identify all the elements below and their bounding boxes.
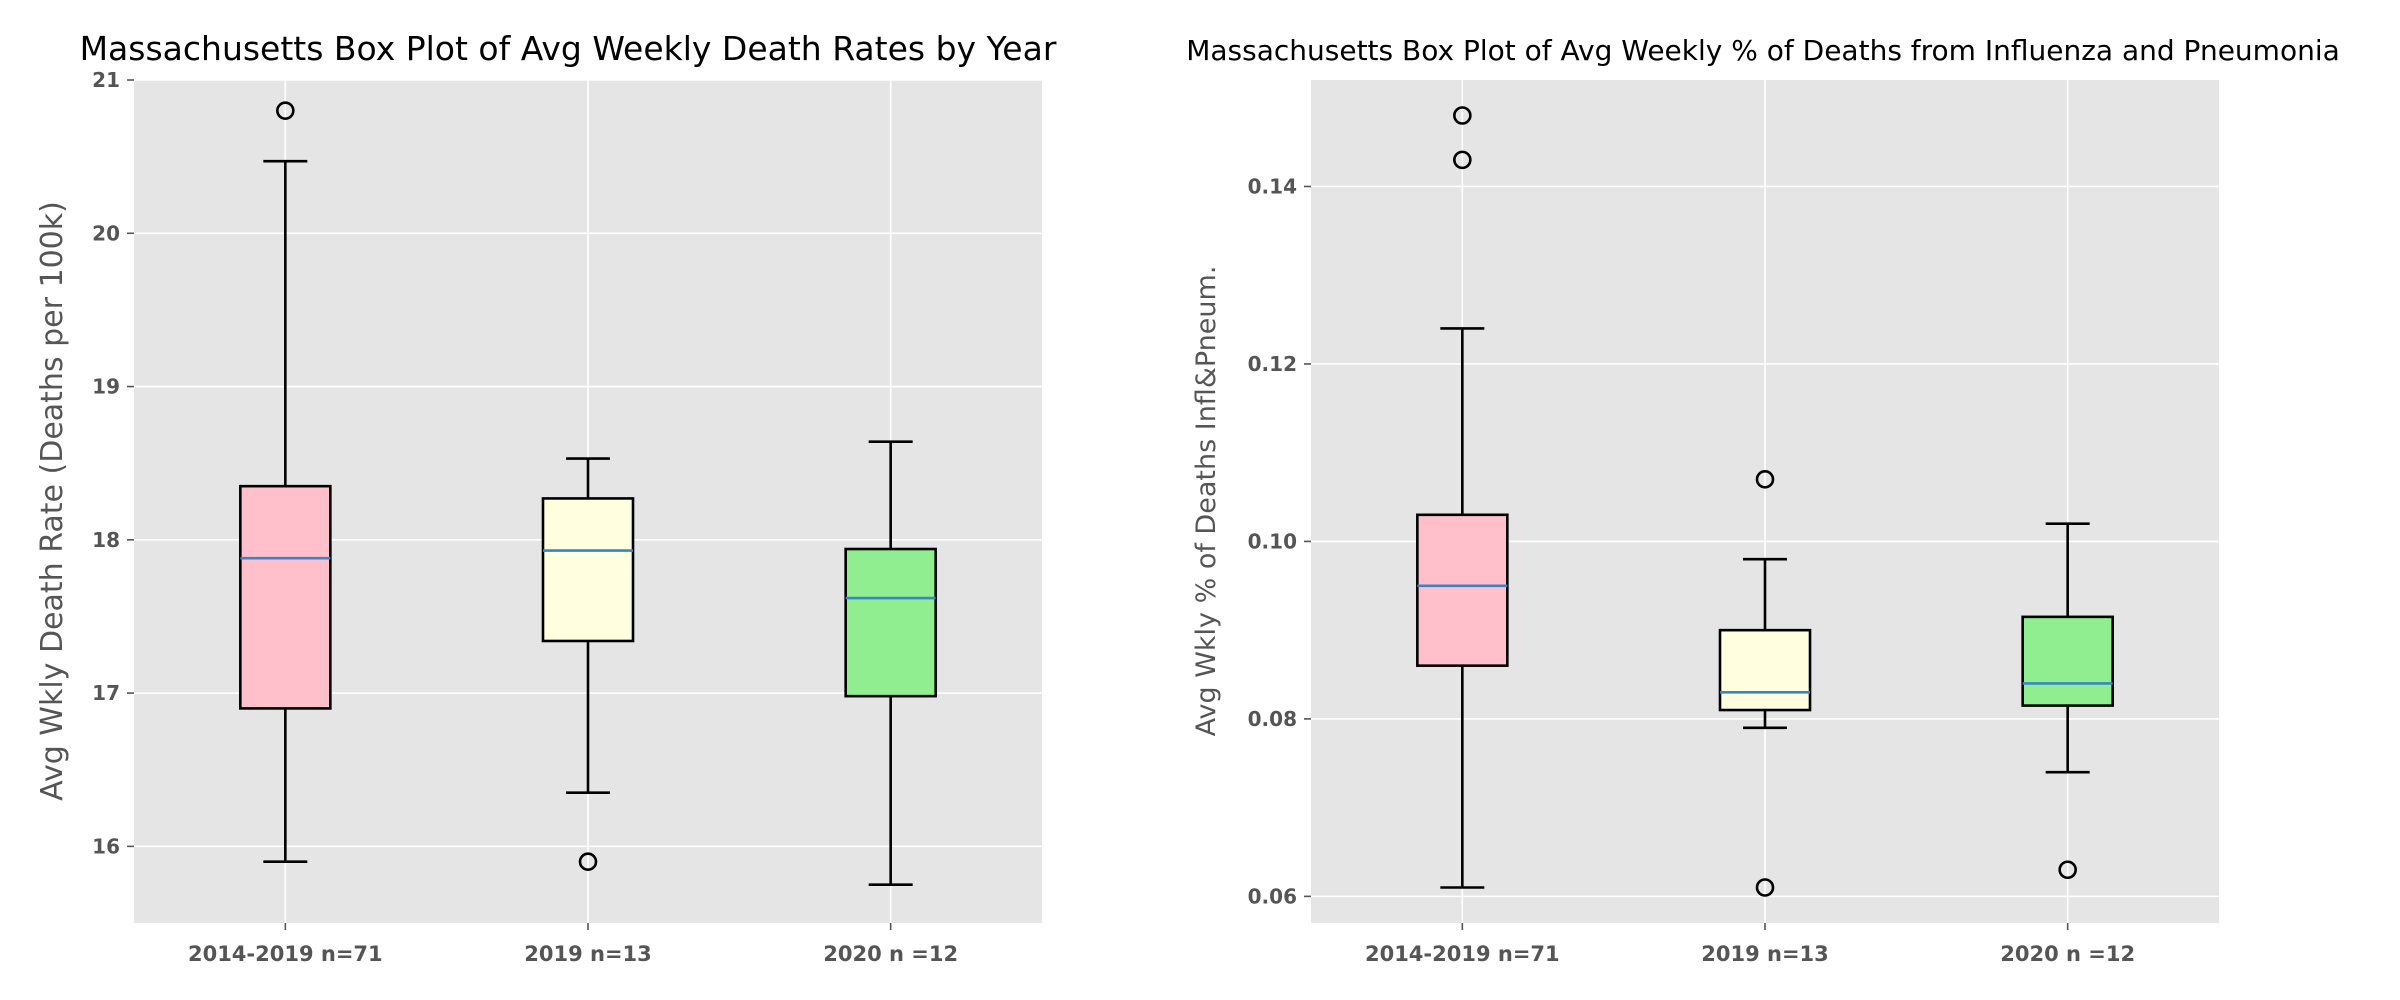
outlier-point bbox=[1453, 150, 1472, 170]
boxes bbox=[239, 101, 937, 886]
box-group bbox=[1718, 470, 1812, 897]
y-tick-label: 0.12 bbox=[1248, 352, 1297, 376]
y-tick-label: 16 bbox=[92, 834, 120, 858]
boxes bbox=[1416, 106, 2114, 897]
outlier-point bbox=[1755, 470, 1775, 489]
box bbox=[1718, 628, 1812, 712]
outlier-point bbox=[276, 101, 295, 120]
outlier-point bbox=[578, 852, 598, 871]
y-tick-label: 21 bbox=[92, 68, 120, 92]
y-axis: 16 17 18 19 20 21 bbox=[92, 68, 120, 858]
x-tick-label: 2020 n =12 bbox=[2000, 942, 2135, 966]
y-tick-label: 0.06 bbox=[1248, 884, 1297, 908]
y-tick-label: 18 bbox=[92, 528, 120, 552]
box-group bbox=[239, 101, 332, 863]
outlier-point bbox=[2058, 860, 2077, 880]
box bbox=[1416, 513, 1509, 667]
outlier-point bbox=[1755, 878, 1775, 897]
y-tick-label: 0.08 bbox=[1248, 707, 1297, 731]
box bbox=[2021, 615, 2114, 707]
box-group bbox=[541, 457, 635, 871]
y-tick-label: 17 bbox=[92, 681, 120, 705]
chart-title: Massachusetts Box Plot of Avg Weekly Dea… bbox=[80, 29, 1057, 68]
y-tick-label: 20 bbox=[92, 221, 120, 245]
x-axis: 2014-2019 n=71 2019 n=13 2020 n =12 bbox=[188, 942, 958, 966]
box-group bbox=[844, 440, 937, 886]
y-axis: 0.06 0.08 0.10 0.12 0.14 bbox=[1248, 174, 1297, 908]
x-tick-label: 2014-2019 n=71 bbox=[1365, 942, 1560, 966]
x-tick-label: 2014-2019 n=71 bbox=[188, 942, 383, 966]
y-tick-label: 0.10 bbox=[1248, 529, 1297, 553]
x-tick-label: 2019 n=13 bbox=[1701, 942, 1829, 966]
chart-influenza-pneumonia: Massachusetts Box Plot of Avg Weekly % o… bbox=[1186, 34, 2340, 966]
x-tick-label: 2020 n =12 bbox=[823, 942, 958, 966]
x-tick-label: 2019 n=13 bbox=[524, 942, 652, 966]
y-tick-label: 19 bbox=[92, 375, 120, 399]
y-axis-label: Avg Wkly % of Deaths Infl&Pneum. bbox=[1191, 266, 1222, 737]
y-tick-label: 0.14 bbox=[1248, 174, 1297, 198]
box-group bbox=[1416, 106, 1509, 889]
y-axis-label: Avg Wkly Death Rate (Deaths per 100k) bbox=[35, 201, 70, 801]
chart-title: Massachusetts Box Plot of Avg Weekly % o… bbox=[1186, 34, 2340, 67]
box bbox=[844, 547, 937, 698]
chart-death-rates: Massachusetts Box Plot of Avg Weekly Dea… bbox=[35, 29, 1057, 966]
x-axis: 2014-2019 n=71 2019 n=13 2020 n =12 bbox=[1365, 942, 2135, 966]
box bbox=[541, 497, 635, 643]
box-group bbox=[2021, 522, 2114, 880]
box bbox=[239, 484, 332, 710]
outlier-point bbox=[1453, 106, 1472, 125]
